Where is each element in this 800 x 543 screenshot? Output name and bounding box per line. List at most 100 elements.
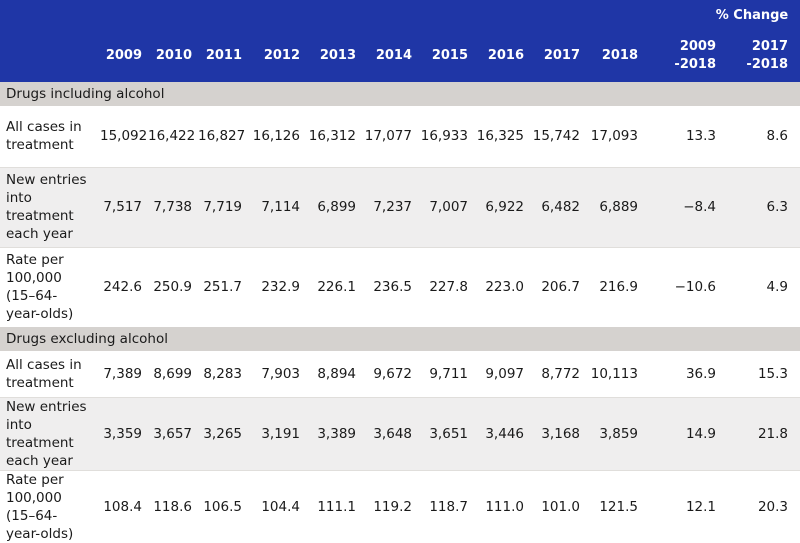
table-row: Rate per 100,000 (15–64- year-olds) 242.6 250… (0, 246, 800, 327)
section-title: Drugs excluding alcohol (0, 327, 800, 351)
pct-change-title: % Change (715, 7, 789, 23)
table-row: All cases in treatment 15,092 16,422 16,827 1… (0, 106, 800, 167)
section-row: Drugs excluding alcohol (0, 327, 800, 351)
value-cell: 3,168 (530, 396, 586, 470)
value-cell: 16,325 (474, 106, 530, 167)
table-row: All cases in treatment 7,389 8,699 8,283 7,90… (0, 351, 800, 397)
value-cell: 16,933 (418, 106, 474, 167)
row-label: All cases in treatment (0, 106, 100, 167)
row-label: New entries into treatment each year (0, 166, 100, 247)
value-cell: 111.1 (306, 469, 362, 543)
value-cell: 9,711 (418, 351, 474, 397)
value-cell: 3,359 (100, 396, 148, 470)
year-header: 2017 (543, 48, 580, 63)
value-cell: 7,517 (100, 166, 148, 247)
value-cell: 7,114 (248, 166, 306, 247)
value-cell: 9,097 (474, 351, 530, 397)
change-cell: 4.9 (728, 246, 800, 327)
value-cell: 206.7 (530, 246, 586, 327)
table-row: New entries into treatment each year 7,517 7… (0, 166, 800, 247)
table-row: New entries into treatment each year 3,359 3… (0, 396, 800, 470)
value-cell: 108.4 (100, 469, 148, 543)
value-cell: 118.6 (148, 469, 198, 543)
value-cell: 8,283 (198, 351, 248, 397)
value-cell: 7,007 (418, 166, 474, 247)
value-cell: 16,312 (306, 106, 362, 167)
value-cell: 226.1 (306, 246, 362, 327)
value-cell: 227.8 (418, 246, 474, 327)
value-cell: 9,672 (362, 351, 418, 397)
header-row: 2009 2010 2011 2012 2013 2014 2015 2016 … (0, 30, 800, 82)
change-cell: 8.6 (728, 106, 800, 167)
value-cell: 8,772 (530, 351, 586, 397)
row-label: Rate per 100,000 (15–64- year-olds) (0, 469, 100, 543)
change-cell: 15.3 (728, 351, 800, 397)
year-header: 2012 (263, 48, 300, 63)
change-cell: 12.1 (644, 469, 728, 543)
value-cell: 3,657 (148, 396, 198, 470)
value-cell: 3,389 (306, 396, 362, 470)
row-label: Rate per 100,000 (15–64- year-olds) (0, 246, 100, 327)
change-header: 2009 -2018 (674, 39, 716, 72)
change-cell: 14.9 (644, 396, 728, 470)
value-cell: 223.0 (474, 246, 530, 327)
year-header: 2016 (487, 48, 524, 63)
year-header: 2015 (431, 48, 468, 63)
section-title: Drugs including alcohol (0, 82, 800, 106)
section-row: Drugs including alcohol (0, 82, 800, 106)
value-cell: 7,237 (362, 166, 418, 247)
value-cell: 6,899 (306, 166, 362, 247)
value-cell: 3,191 (248, 396, 306, 470)
change-header: 2017 -2018 (746, 39, 788, 72)
value-cell: 3,859 (586, 396, 644, 470)
value-cell: 17,077 (362, 106, 418, 167)
value-cell: 15,092 (100, 106, 148, 167)
table-row: Rate per 100,000 (15–64- year-olds) 108.4 118… (0, 469, 800, 543)
change-cell: 36.9 (644, 351, 728, 397)
value-cell: 242.6 (100, 246, 148, 327)
year-header: 2009 (105, 48, 142, 63)
value-cell: 3,651 (418, 396, 474, 470)
value-cell: 16,126 (248, 106, 306, 167)
value-cell: 3,446 (474, 396, 530, 470)
value-cell: 7,738 (148, 166, 198, 247)
year-header: 2014 (375, 48, 412, 63)
change-cell: −8.4 (644, 166, 728, 247)
value-cell: 3,265 (198, 396, 248, 470)
year-header: 2018 (601, 48, 638, 63)
value-cell: 7,389 (100, 351, 148, 397)
value-cell: 250.9 (148, 246, 198, 327)
value-cell: 104.4 (248, 469, 306, 543)
year-header: 2011 (205, 48, 242, 63)
value-cell: 17,093 (586, 106, 644, 167)
year-header: 2010 (155, 48, 192, 63)
change-cell: 6.3 (728, 166, 800, 247)
value-cell: 16,827 (198, 106, 248, 167)
value-cell: 8,699 (148, 351, 198, 397)
value-cell: 118.7 (418, 469, 474, 543)
change-cell: 20.3 (728, 469, 800, 543)
table-body: Drugs including alcohol All cases in treat… (0, 82, 800, 543)
row-label: New entries into treatment each year (0, 396, 100, 470)
value-cell: 111.0 (474, 469, 530, 543)
value-cell: 6,889 (586, 166, 644, 247)
row-label: All cases in treatment (0, 351, 100, 397)
value-cell: 216.9 (586, 246, 644, 327)
year-header: 2013 (319, 48, 356, 63)
change-cell: 21.8 (728, 396, 800, 470)
change-cell: −10.6 (644, 246, 728, 327)
value-cell: 101.0 (530, 469, 586, 543)
value-cell: 119.2 (362, 469, 418, 543)
value-cell: 236.5 (362, 246, 418, 327)
change-cell: 13.3 (644, 106, 728, 167)
value-cell: 232.9 (248, 246, 306, 327)
value-cell: 3,648 (362, 396, 418, 470)
value-cell: 7,719 (198, 166, 248, 247)
value-cell: 6,922 (474, 166, 530, 247)
value-cell: 16,422 (148, 106, 198, 167)
value-cell: 251.7 (198, 246, 248, 327)
value-cell: 8,894 (306, 351, 362, 397)
value-cell: 10,113 (586, 351, 644, 397)
value-cell: 6,482 (530, 166, 586, 247)
